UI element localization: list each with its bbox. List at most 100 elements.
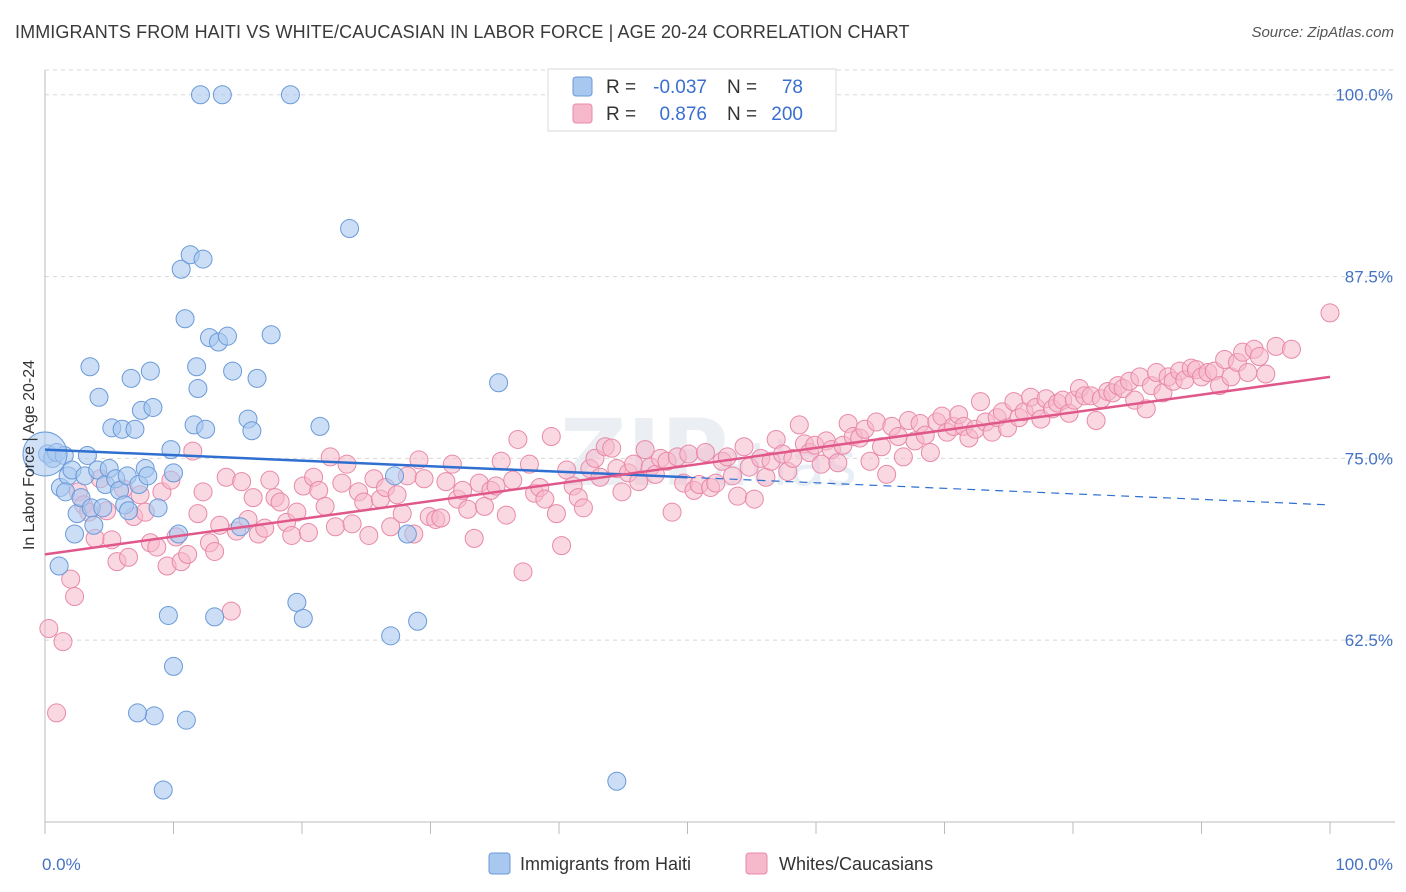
pink-point xyxy=(789,415,809,435)
blue-point xyxy=(80,357,100,377)
blue-point xyxy=(65,524,85,544)
pink-point xyxy=(309,480,329,500)
blue-point xyxy=(140,361,160,381)
legend-r-label-1: R = xyxy=(606,77,636,98)
legend-r-label-2: R = xyxy=(606,104,636,125)
y-tick-label-2: 87.5% xyxy=(1345,268,1393,287)
y-tick-label-1: 75.0% xyxy=(1345,449,1393,468)
pink-point xyxy=(602,438,622,458)
series-whites-caucasians xyxy=(39,303,1340,723)
pink-point xyxy=(205,541,225,561)
pink-point xyxy=(877,464,897,484)
blue-point xyxy=(223,361,243,381)
blue-point xyxy=(138,466,158,486)
pink-point xyxy=(612,482,632,502)
pink-point xyxy=(270,492,290,512)
bottom-legend-label-haiti: Immigrants from Haiti xyxy=(520,854,691,874)
blue-point xyxy=(84,515,104,535)
pink-point xyxy=(491,451,511,471)
trend-line-haiti xyxy=(44,448,688,479)
legend-n-label-2: N = xyxy=(727,104,757,125)
pink-point xyxy=(387,485,407,505)
series-immigrants-from-haiti xyxy=(22,85,627,800)
pink-point xyxy=(221,601,241,621)
bottom-legend-label-whites: Whites/Caucasians xyxy=(779,854,933,874)
pink-point xyxy=(337,454,357,474)
pink-point xyxy=(315,496,335,516)
blue-point xyxy=(193,249,213,269)
x-tick-label-0: 0.0% xyxy=(42,855,81,874)
bottom-legend-swatch-pink xyxy=(745,852,768,875)
pink-point xyxy=(706,473,726,493)
chart-title: IMMIGRANTS FROM HAITI VS WHITE/CAUCASIAN… xyxy=(15,22,910,42)
pink-point xyxy=(695,443,715,463)
pink-point xyxy=(431,508,451,528)
pink-point xyxy=(920,443,940,463)
pink-point xyxy=(39,619,59,639)
blue-point xyxy=(190,85,210,105)
x-tick-labels: 0.0% 100.0% xyxy=(42,855,1393,874)
pink-point xyxy=(1266,336,1286,356)
legend-swatch-blue xyxy=(572,76,593,97)
pink-point xyxy=(624,454,644,474)
blue-point xyxy=(247,368,267,388)
pink-point xyxy=(535,489,555,509)
pink-point xyxy=(1281,339,1301,359)
pink-point xyxy=(188,504,208,524)
blue-point-large xyxy=(22,431,68,477)
blue-point xyxy=(164,656,183,676)
correlation-legend: R = -0.037 N = 78 R = 0.876 N = 200 xyxy=(547,68,837,132)
pink-point xyxy=(860,451,880,471)
pink-point xyxy=(325,517,345,537)
blue-point xyxy=(89,387,109,407)
blue-point xyxy=(121,368,141,388)
pink-point xyxy=(282,525,302,545)
pink-point xyxy=(178,544,198,564)
pink-point xyxy=(298,523,318,543)
blue-point xyxy=(188,379,208,399)
pink-point xyxy=(392,504,412,524)
pink-point xyxy=(552,536,572,556)
blue-point xyxy=(175,309,195,329)
pink-point xyxy=(342,514,362,534)
pink-point xyxy=(893,447,913,467)
y-tick-labels: 62.5% 75.0% 87.5% 100.0% xyxy=(1335,86,1393,650)
pink-point xyxy=(332,473,352,493)
blue-point xyxy=(148,498,168,518)
blue-point xyxy=(119,501,139,521)
pink-point xyxy=(496,505,516,525)
blue-point xyxy=(280,85,300,105)
pink-point xyxy=(1086,411,1106,431)
pink-point xyxy=(458,499,478,519)
pink-point xyxy=(728,486,748,506)
pink-point xyxy=(508,429,528,449)
pink-point xyxy=(414,469,434,489)
pink-point xyxy=(260,470,280,490)
y-tick-label-0: 62.5% xyxy=(1345,631,1393,650)
blue-point xyxy=(171,259,191,279)
blue-point xyxy=(385,466,405,486)
pink-point xyxy=(662,502,682,522)
pink-point xyxy=(474,496,494,516)
trend-lines xyxy=(44,375,1331,556)
pink-point xyxy=(635,440,655,460)
pink-point xyxy=(1249,347,1269,367)
pink-point xyxy=(783,448,803,468)
blue-point xyxy=(144,706,164,726)
legend-n-value-1: 78 xyxy=(782,77,803,98)
pink-point xyxy=(519,454,539,474)
pink-point xyxy=(557,460,577,480)
pink-point xyxy=(541,427,561,447)
legend-n-value-2: 200 xyxy=(771,104,803,125)
pink-point xyxy=(513,562,533,582)
pink-point xyxy=(503,470,523,490)
blue-point xyxy=(489,373,509,393)
bottom-legend-swatch-blue xyxy=(488,852,511,875)
trend-line-whites xyxy=(44,375,1331,556)
blue-point xyxy=(293,608,313,628)
pink-point xyxy=(1136,399,1156,419)
blue-point xyxy=(397,524,417,544)
pink-point xyxy=(1256,364,1276,384)
blue-point xyxy=(261,325,281,345)
